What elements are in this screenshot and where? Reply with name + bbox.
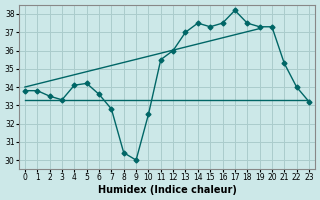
X-axis label: Humidex (Indice chaleur): Humidex (Indice chaleur) bbox=[98, 185, 236, 195]
